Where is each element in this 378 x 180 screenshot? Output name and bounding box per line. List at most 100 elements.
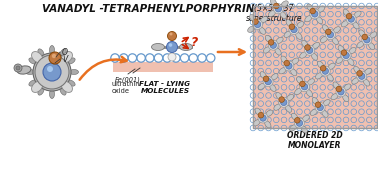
Ellipse shape — [285, 105, 292, 112]
Circle shape — [343, 52, 349, 59]
Ellipse shape — [31, 81, 43, 93]
Circle shape — [268, 40, 274, 45]
Circle shape — [49, 52, 61, 64]
Ellipse shape — [258, 83, 265, 89]
Ellipse shape — [302, 40, 308, 48]
Circle shape — [348, 16, 355, 22]
Ellipse shape — [61, 81, 73, 93]
Ellipse shape — [260, 17, 268, 23]
Circle shape — [289, 24, 295, 30]
Ellipse shape — [268, 10, 276, 17]
Ellipse shape — [31, 51, 43, 63]
Circle shape — [294, 118, 304, 128]
Circle shape — [280, 99, 287, 105]
Ellipse shape — [369, 43, 375, 50]
Circle shape — [289, 24, 299, 35]
Circle shape — [341, 50, 351, 60]
Circle shape — [169, 43, 172, 47]
Circle shape — [362, 35, 372, 45]
Ellipse shape — [263, 47, 270, 53]
Ellipse shape — [266, 110, 273, 116]
Circle shape — [311, 11, 318, 17]
Ellipse shape — [359, 30, 365, 37]
Ellipse shape — [300, 52, 307, 58]
Ellipse shape — [286, 20, 292, 27]
Ellipse shape — [311, 53, 318, 60]
Ellipse shape — [25, 69, 34, 75]
Circle shape — [284, 60, 290, 66]
Ellipse shape — [349, 48, 356, 54]
Ellipse shape — [364, 68, 372, 75]
Circle shape — [320, 66, 330, 76]
Ellipse shape — [29, 80, 37, 86]
Ellipse shape — [305, 15, 312, 22]
Ellipse shape — [70, 69, 79, 75]
Ellipse shape — [284, 31, 291, 37]
Text: ultrathin
oxide: ultrathin oxide — [112, 81, 141, 94]
Ellipse shape — [270, 84, 276, 91]
FancyArrowPatch shape — [80, 57, 127, 80]
Text: O: O — [62, 48, 68, 57]
Ellipse shape — [342, 95, 349, 102]
Ellipse shape — [344, 84, 351, 90]
Circle shape — [357, 71, 363, 76]
Ellipse shape — [348, 58, 354, 65]
Ellipse shape — [331, 93, 338, 100]
Ellipse shape — [322, 25, 329, 32]
Circle shape — [258, 112, 264, 118]
Ellipse shape — [328, 63, 335, 69]
Ellipse shape — [352, 78, 359, 84]
Ellipse shape — [357, 41, 364, 48]
Ellipse shape — [332, 37, 338, 45]
Ellipse shape — [301, 126, 307, 133]
Circle shape — [286, 63, 292, 69]
Ellipse shape — [17, 66, 31, 74]
Circle shape — [336, 86, 342, 92]
Ellipse shape — [321, 36, 328, 43]
Ellipse shape — [279, 68, 286, 74]
Ellipse shape — [260, 72, 266, 79]
Circle shape — [268, 40, 278, 50]
Circle shape — [275, 6, 282, 12]
Text: Fe(001): Fe(001) — [115, 76, 141, 82]
Ellipse shape — [338, 46, 344, 53]
Text: FLAT - LYING
MOLECULES: FLAT - LYING MOLECULES — [139, 81, 191, 94]
Circle shape — [364, 37, 370, 43]
Ellipse shape — [307, 79, 314, 85]
Circle shape — [310, 8, 316, 14]
Ellipse shape — [291, 69, 297, 76]
Circle shape — [341, 50, 347, 55]
Ellipse shape — [60, 49, 66, 57]
Circle shape — [253, 19, 258, 24]
Ellipse shape — [253, 120, 260, 126]
Circle shape — [43, 63, 61, 81]
Text: (5×5) R37
superstructure: (5×5) R37 superstructure — [246, 4, 302, 23]
Ellipse shape — [341, 21, 348, 27]
Circle shape — [357, 71, 367, 81]
FancyBboxPatch shape — [113, 62, 213, 72]
Ellipse shape — [67, 58, 75, 64]
Circle shape — [258, 113, 268, 123]
FancyArrowPatch shape — [218, 49, 245, 55]
Ellipse shape — [323, 100, 330, 106]
Ellipse shape — [281, 1, 288, 7]
Ellipse shape — [38, 87, 44, 95]
Ellipse shape — [343, 9, 350, 16]
Ellipse shape — [29, 58, 37, 64]
Circle shape — [273, 3, 279, 9]
Circle shape — [321, 66, 326, 71]
Ellipse shape — [313, 42, 319, 49]
Ellipse shape — [274, 104, 281, 110]
Ellipse shape — [354, 66, 360, 73]
Ellipse shape — [322, 110, 328, 117]
Circle shape — [253, 19, 263, 29]
Circle shape — [305, 45, 310, 50]
Circle shape — [305, 45, 314, 55]
Circle shape — [294, 118, 300, 123]
Ellipse shape — [248, 26, 255, 32]
Circle shape — [33, 53, 71, 91]
Ellipse shape — [275, 48, 281, 55]
Circle shape — [307, 47, 313, 53]
Circle shape — [168, 53, 176, 61]
Ellipse shape — [265, 35, 271, 42]
